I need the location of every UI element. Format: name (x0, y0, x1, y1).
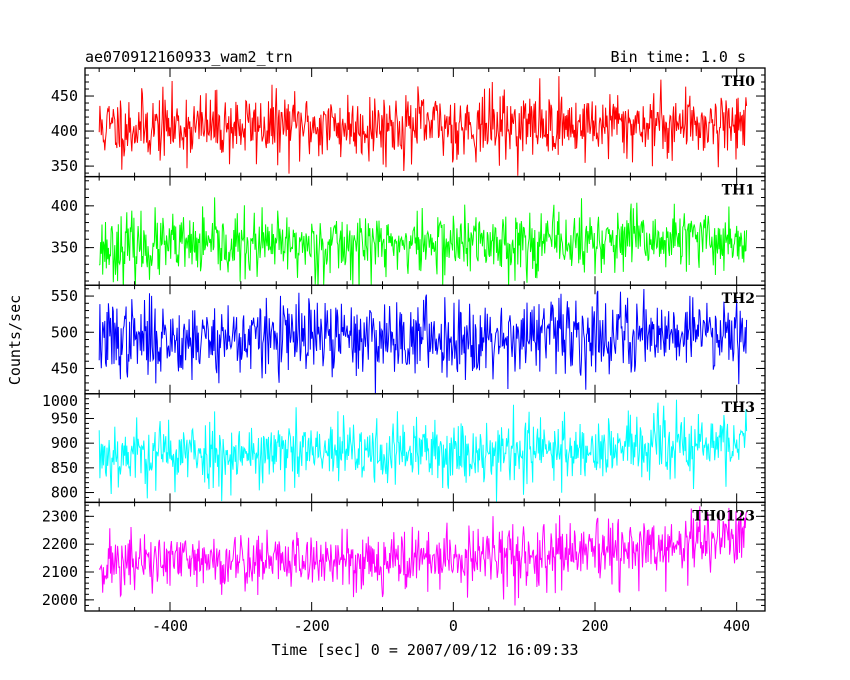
x-tick-label: 0 (449, 617, 458, 635)
x-tick-label: -400 (152, 617, 188, 635)
y-tick-label: 400 (51, 122, 78, 140)
panel-frame-th0123 (84, 501, 766, 612)
panel-th0123: 2000 2100 2200 2300 TH0123 (42, 501, 766, 612)
panel-th1: 350 400 TH1 (51, 175, 766, 286)
x-tick-label: 400 (723, 617, 750, 635)
y-tick-label: 900 (51, 434, 78, 452)
x-axis-label: Time [sec] 0 = 2007/09/12 16:09:33 (271, 641, 578, 659)
series-line-th3 (98, 399, 748, 502)
y-tick-label: 450 (51, 87, 78, 105)
y-tick-label: 550 (51, 287, 78, 305)
panel-th2: 450 500 550 TH2 (51, 284, 766, 395)
y-axis-label: Counts/sec (6, 295, 24, 385)
y-tick-label: 950 (51, 409, 78, 427)
x-tick-label: -200 (294, 617, 330, 635)
panels: 350 400 450 TH0 350 400 TH1 450 500 550 TH2 800 850 9… (42, 67, 766, 635)
panel-name-th3: TH3 (722, 400, 755, 416)
y-tick-label: 800 (51, 484, 78, 502)
series-line-th1 (98, 197, 748, 286)
series-line-th0123 (98, 506, 748, 606)
y-tick-label: 2300 (42, 507, 78, 525)
panel-name-th1: TH1 (722, 183, 755, 199)
y-tick-label: 2100 (42, 563, 78, 581)
chart-title-right: Bin time: 1.0 s (611, 48, 746, 66)
y-tick-label: 400 (51, 197, 78, 215)
y-tick-label: 1000 (42, 392, 78, 410)
y-tick-label: 350 (51, 239, 78, 257)
panel-th0: 350 400 450 TH0 (51, 67, 766, 178)
y-tick-label: 2200 (42, 535, 78, 553)
y-tick-label: 450 (51, 359, 78, 377)
panel-name-th0123: TH0123 (692, 508, 755, 524)
chart-title-left: ae070912160933_wam2_trn (85, 48, 293, 66)
y-tick-label: 350 (51, 157, 78, 175)
panel-frame-th1 (84, 175, 766, 286)
panel-name-th2: TH2 (722, 291, 755, 307)
y-tick-label: 2000 (42, 591, 78, 609)
y-tick-label: 850 (51, 459, 78, 477)
series-line-th0 (98, 76, 748, 176)
y-tick-label: 500 (51, 323, 78, 341)
x-tick-label: 200 (581, 617, 608, 635)
panel-name-th0: TH0 (722, 74, 756, 90)
series-line-th2 (98, 288, 748, 394)
